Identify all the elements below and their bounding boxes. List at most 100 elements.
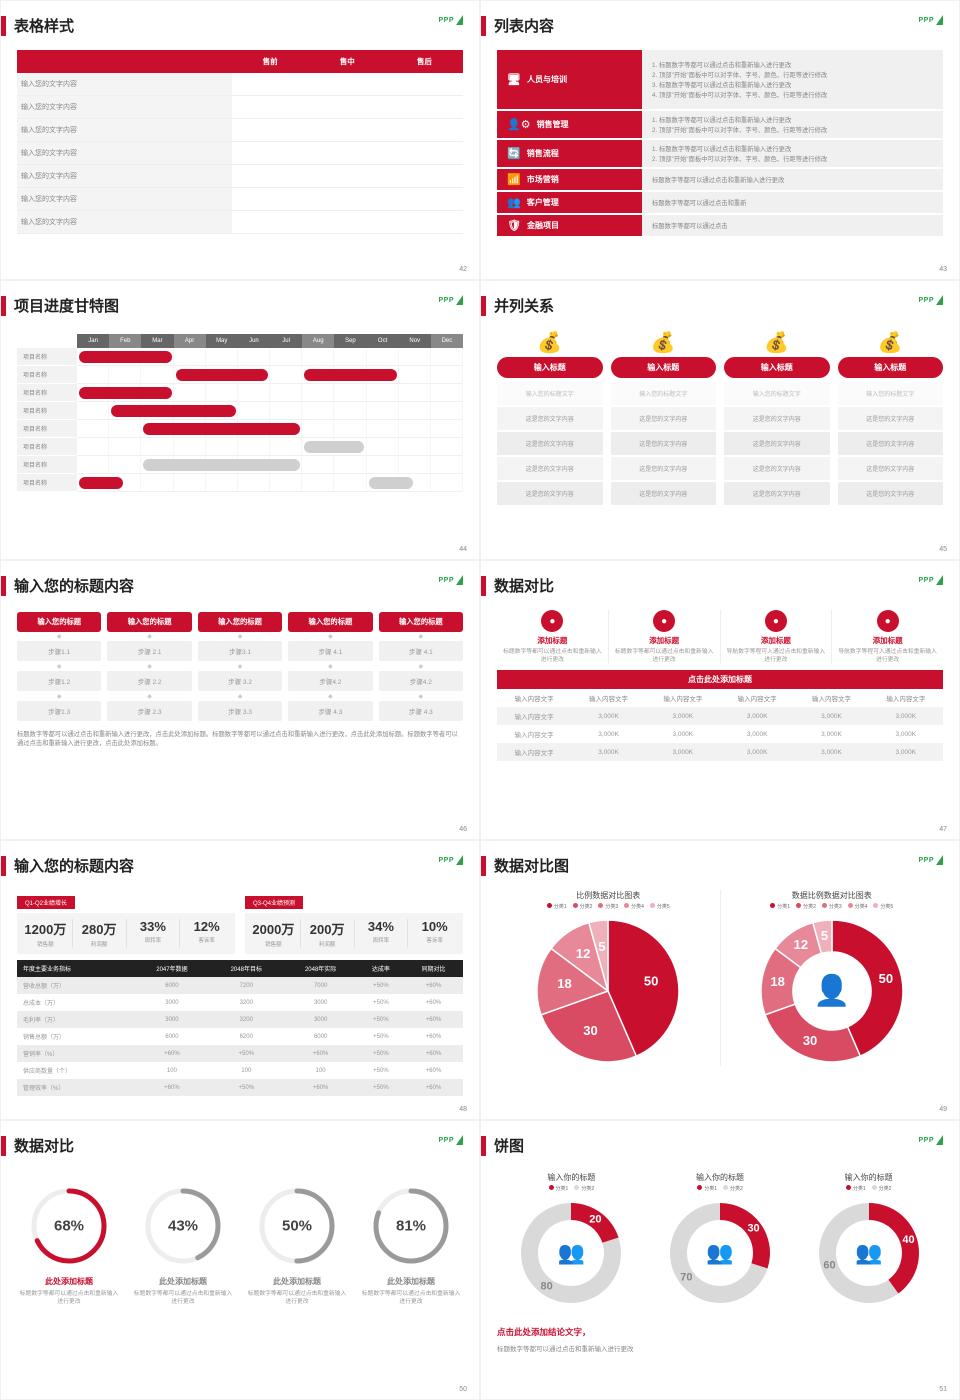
coin-title[interactable]: 输入标题 (724, 357, 830, 378)
table-header-cell: 输入内容文字 (794, 689, 868, 707)
table-header-cell: 输入内容文字 (497, 689, 571, 707)
comparison-desc: 导航数字等程可入通过点击和重新输入进行更改 (725, 648, 828, 664)
step-item[interactable]: 步骤4.2 (379, 671, 463, 691)
percent-title[interactable]: 此处添加标题 (359, 1276, 463, 1287)
donut-chart[interactable]: 40 60 👥 (814, 1198, 924, 1308)
gantt-month-header: Jan (77, 334, 109, 348)
chart-legend: 分类1 分类2 (646, 1185, 795, 1192)
step-item[interactable]: 步骤1.3 (17, 701, 101, 721)
step-header[interactable]: 输入您的标题 (17, 612, 101, 632)
list-item[interactable]: 👥 客户管理 标题数字等都可以通过点击和重新 (497, 192, 943, 213)
kpi-item: 10% 客诉率 (408, 919, 461, 948)
step-item[interactable]: 步骤 3.3 (198, 701, 282, 721)
title-accent-bar (481, 296, 486, 316)
step-item[interactable]: 步骤 4.3 (379, 701, 463, 721)
table-header-cell: 售前 (232, 50, 309, 73)
step-item[interactable]: 步骤 4.1 (288, 641, 372, 661)
step-item[interactable]: 步骤 3.2 (198, 671, 282, 691)
comparison-title[interactable]: 添加标题 (613, 635, 716, 646)
list-item[interactable]: 📶 市场营销 标题数字等都可以通过点击和重新输入进行更改 (497, 169, 943, 190)
gantt-row-label: 项目名称 (17, 456, 77, 474)
table-header-cell: 售后 (386, 50, 463, 73)
legend-item: 分类4 (624, 903, 644, 910)
table-section-title[interactable]: 点击此处添加标题 (497, 670, 943, 689)
step-item[interactable]: 步骤3.1 (198, 641, 282, 661)
logo-icon (456, 575, 463, 585)
list-item[interactable]: 👤⚙ 销售管理 1. 标题数字等都可以通过点击和重新输入进行更改 2. 顶部"开始… (497, 111, 943, 138)
pie-icon: ● (765, 610, 787, 632)
step-item[interactable]: 步骤 4.1 (379, 641, 463, 661)
logo-text: PPP (438, 577, 454, 584)
list-content-line: 3. 标题数字等都可以通过点击和重新输入进行更改 (652, 80, 933, 89)
coin-stack-icon: 💰 (838, 330, 944, 355)
comparison-title[interactable]: 添加标题 (725, 635, 828, 646)
chart-column: 数据比例数据对比图表 分类1 分类2 分类3 分类4 分类5 50 30 18 12 5 👤 (721, 890, 944, 1066)
step-column: 输入您的标题 ◆ 步骤 2.1 ◆ 步骤 2.2 ◆ 步骤 2.3 (107, 612, 191, 722)
slide-card-43: 列表内容 PPP 43 🖥 人员与培训 1. 标题数字等都可以通过点击和重新输入… (480, 0, 960, 280)
percent-title[interactable]: 此处添加标题 (17, 1276, 121, 1287)
gantt-bar[interactable] (143, 459, 300, 471)
step-header[interactable]: 输入您的标题 (379, 612, 463, 632)
gantt-bar[interactable] (176, 369, 269, 381)
gantt-bar[interactable] (79, 477, 123, 489)
step-item[interactable]: 步骤1.2 (17, 671, 101, 691)
step-item[interactable]: 步骤1.1 (17, 641, 101, 661)
gantt-row-label: 项目名称 (17, 366, 77, 384)
list-item[interactable]: 🛡 金融项目 标题数字等都可以通过点击 (497, 215, 943, 236)
step-item[interactable]: 步骤 2.3 (107, 701, 191, 721)
step-item[interactable]: 步骤4.2 (288, 671, 372, 691)
donut-chart[interactable]: 30 70 👥 (665, 1198, 775, 1308)
list-content-line: 4. 顶部"开始"面板中可以对字体、字号、颜色、行距等进行修改 (652, 90, 933, 99)
pie-column: 输入你的标题 分类1 分类2 30 70 👥 (646, 1172, 795, 1312)
list-content-line: 2. 顶部"开始"面板中可以对字体、字号、颜色、行距等进行修改 (652, 125, 933, 134)
list-content-line: 1. 标题数字等都可以通过点击和重新输入进行更改 (652, 115, 933, 124)
donut-chart[interactable]: 20 80 👥 (516, 1198, 626, 1308)
gantt-bar[interactable] (79, 387, 172, 399)
gantt-bar[interactable] (79, 351, 172, 363)
brand-logo: PPP (918, 15, 943, 25)
person-icon: 👤 (813, 974, 850, 1009)
step-column: 输入您的标题 ◆ 步骤 4.1 ◆ 步骤4.2 ◆ 步骤 4.3 (288, 612, 372, 722)
percent-ring[interactable]: 68% (29, 1186, 109, 1266)
coin-stack-icon: 💰 (497, 330, 603, 355)
gantt-bar[interactable] (143, 423, 300, 435)
sample-table: 售前 售中 售后 输入您的文字内容 输入您的文字内容 输入您的文字内容 输入您的文字内容输… (17, 50, 463, 234)
coin-title[interactable]: 输入标题 (497, 357, 603, 378)
percent-title[interactable]: 此处添加标题 (245, 1276, 349, 1287)
list-item[interactable]: 🖥 人员与培训 1. 标题数字等都可以通过点击和重新输入进行更改 2. 顶部"开始… (497, 50, 943, 109)
svg-text:80: 80 (541, 1280, 553, 1292)
percent-ring[interactable]: 43% (143, 1186, 223, 1266)
kpi-item: 280万 利润额 (73, 919, 127, 948)
gantt-bar[interactable] (304, 369, 397, 381)
comparison-title[interactable]: 添加标题 (501, 635, 604, 646)
list-content-line: 标题数字等都可以通过点击和重新 (652, 198, 933, 207)
percent-value: 81% (396, 1218, 426, 1235)
comparison-title[interactable]: 添加标题 (836, 635, 939, 646)
page-number: 42 (459, 266, 467, 273)
page-number: 43 (939, 266, 947, 273)
coin-title[interactable]: 输入标题 (611, 357, 717, 378)
step-item[interactable]: 步骤 2.2 (107, 671, 191, 691)
gantt-bar[interactable] (111, 405, 236, 417)
coin-title[interactable]: 输入标题 (838, 357, 944, 378)
step-header[interactable]: 输入您的标题 (198, 612, 282, 632)
pie-chart[interactable]: 50 30 18 12 5 👤 (757, 916, 907, 1066)
slide-title: 数据对比 (14, 1135, 74, 1156)
brand-logo: PPP (438, 15, 463, 25)
percent-ring[interactable]: 81% (371, 1186, 451, 1266)
gantt-bar[interactable] (369, 477, 413, 489)
logo-text: PPP (918, 17, 934, 24)
gantt-bar[interactable] (304, 441, 364, 453)
percent-title[interactable]: 此处添加标题 (131, 1276, 235, 1287)
step-item[interactable]: 步骤 2.1 (107, 641, 191, 661)
step-item[interactable]: 步骤 4.3 (288, 701, 372, 721)
kpi-detail-table: 年度主要业务指标 2047年数据 2048年目标 2048年实际 达成率 同期对比 营收总额… (17, 960, 463, 1096)
step-header[interactable]: 输入您的标题 (288, 612, 372, 632)
legend-item: 分类2 (872, 1185, 892, 1192)
list-item[interactable]: 🔄 销售流程 1. 标题数字等都可以通过点击和重新输入进行更改 2. 顶部"开始"… (497, 140, 943, 167)
pie-chart[interactable]: 50 30 18 12 5 (533, 916, 683, 1066)
percent-ring[interactable]: 50% (257, 1186, 337, 1266)
logo-icon (456, 15, 463, 25)
step-header[interactable]: 输入您的标题 (107, 612, 191, 632)
conclusion-title[interactable]: 点击此处添加结论文字， (497, 1327, 591, 1337)
